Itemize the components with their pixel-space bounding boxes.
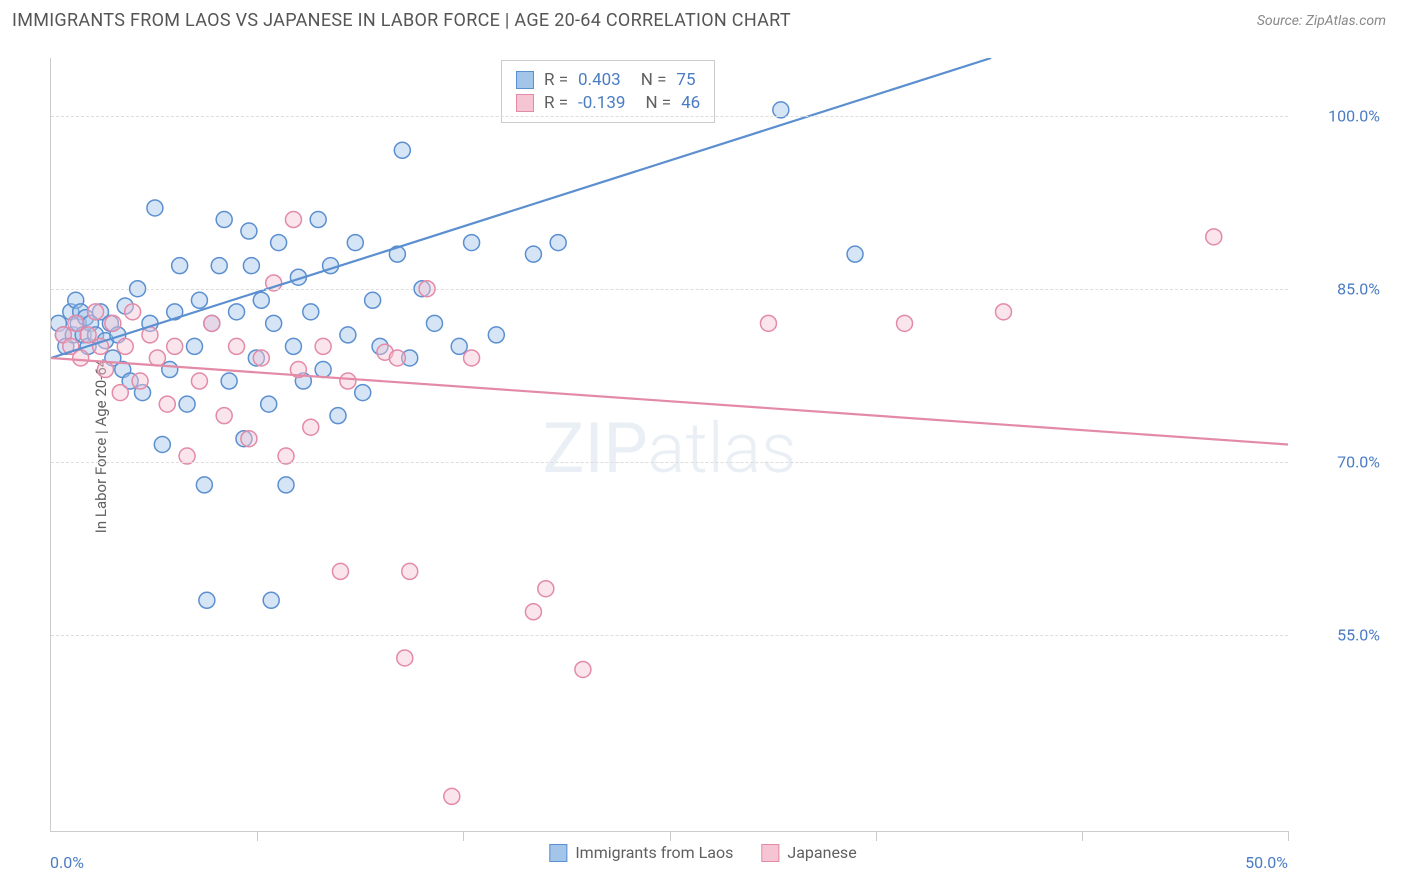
swatch-icon <box>761 844 779 862</box>
gridline <box>51 635 1288 636</box>
swatch-icon <box>516 94 534 112</box>
gridline <box>51 462 1288 463</box>
stat-r-value: -0.139 <box>578 93 625 113</box>
gridline <box>51 116 1288 117</box>
gridline <box>51 289 1288 290</box>
source-attribution: Source: ZipAtlas.com <box>1257 13 1386 29</box>
plot-svg <box>51 58 1288 831</box>
x-tick <box>670 831 671 841</box>
x-tick <box>1288 831 1289 841</box>
page-title: IMMIGRANTS FROM LAOS VS JAPANESE IN LABO… <box>12 10 791 31</box>
y-tick-label: 100.0% <box>1328 106 1380 125</box>
stat-r-value: 0.403 <box>578 70 621 90</box>
stat-r-label: R = <box>544 70 568 90</box>
legend-item-japanese: Japanese <box>761 843 856 862</box>
stat-r-label: R = <box>544 93 568 113</box>
scatter-plot: ZIPatlas R = 0.403 N = 75 R = -0.139 N =… <box>50 58 1288 832</box>
x-max-label: 50.0% <box>1245 853 1288 872</box>
swatch-icon <box>549 844 567 862</box>
y-tick-label: 55.0% <box>1337 625 1380 644</box>
x-tick <box>876 831 877 841</box>
swatch-icon <box>516 71 534 89</box>
stats-legend-box: R = 0.403 N = 75 R = -0.139 N = 46 <box>501 60 715 123</box>
y-tick-label: 70.0% <box>1337 452 1380 471</box>
y-tick-label: 85.0% <box>1337 279 1380 298</box>
x-tick <box>1082 831 1083 841</box>
x-min-label: 0.0% <box>50 853 84 872</box>
legend-item-laos: Immigrants from Laos <box>549 843 733 862</box>
stat-n-value: 46 <box>681 93 700 113</box>
stat-n-value: 75 <box>676 70 695 90</box>
x-tick <box>463 831 464 841</box>
stats-row-laos: R = 0.403 N = 75 <box>516 70 700 90</box>
chart-area: ZIPatlas R = 0.403 N = 75 R = -0.139 N =… <box>46 58 1398 832</box>
stat-n-label: N = <box>645 93 671 113</box>
legend-label: Immigrants from Laos <box>575 843 733 862</box>
stat-n-label: N = <box>641 70 667 90</box>
legend-label: Japanese <box>787 843 856 862</box>
stats-row-japanese: R = -0.139 N = 46 <box>516 93 700 113</box>
x-tick <box>257 831 258 841</box>
bottom-legend: Immigrants from Laos Japanese <box>549 843 856 862</box>
